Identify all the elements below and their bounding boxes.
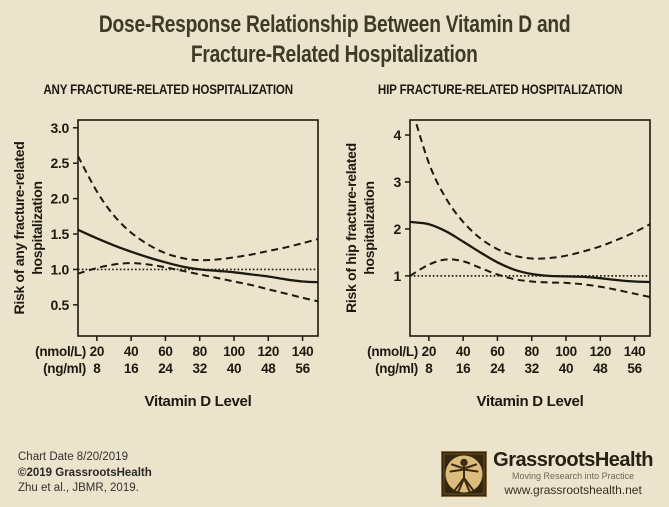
y-axis-title-line2: hospitalization: [361, 181, 377, 275]
x-tick-label-ng: 32: [192, 361, 206, 376]
y-tick-label: 0.5: [50, 297, 69, 313]
plot-border: [76, 119, 319, 337]
series-lower_ci: [409, 258, 650, 298]
x-tick-label-ng: 32: [524, 361, 538, 376]
chart-title-any-fracture: ANY FRACTURE-RELATED HOSPITALIZATION: [43, 82, 294, 97]
plot-border: [408, 119, 651, 337]
brand-url: www.grassrootshealth.net: [504, 483, 642, 497]
footer-credits: Chart Date 8/20/2019 ©2019 GrassrootsHea…: [18, 450, 152, 497]
chart-date: Chart Date 8/20/2019: [18, 451, 128, 464]
x-tick-label-nmol: 100: [555, 344, 577, 359]
footer: Chart Date 8/20/2019 ©2019 GrassrootsHea…: [0, 450, 669, 507]
x-tick-label-ng: 8: [425, 361, 433, 376]
x-tick-label-nmol: 40: [455, 344, 469, 359]
chart-svg-0: 0.5 1.0 1.5 2.0 2.5 3.0 20 8 40 16 60 24 80 32 100 40 12…: [11, 119, 319, 410]
x-tick-label-nmol: 60: [158, 344, 172, 359]
brand-text: GrassrootsHealth Moving Research into Pr…: [493, 450, 653, 497]
vitruvian-man-icon: [441, 450, 488, 497]
x-tick-label-ng: 40: [226, 361, 240, 376]
x-unit-ng: (ng/ml): [43, 361, 86, 376]
page-title: Dose-Response Relationship Between Vitam…: [0, 0, 669, 70]
panel-any-fracture: ANY FRACTURE-RELATED HOSPITALIZATION 0.5…: [6, 82, 332, 414]
y-tick-label: 2.0: [50, 191, 69, 207]
y-tick-label: 1.0: [50, 261, 69, 277]
x-tick-label-nmol: 40: [123, 344, 137, 359]
page-title-line1: Dose-Response Relationship Between Vitam…: [98, 11, 571, 38]
y-axis-title-line1: Risk of any fracture-related: [11, 142, 27, 315]
x-tick-label-nmol: 20: [89, 344, 103, 359]
brand-lockup: GrassrootsHealth Moving Research into Pr…: [441, 450, 653, 497]
x-tick-label-ng: 56: [295, 361, 310, 376]
x-tick-label-nmol: 120: [257, 344, 279, 359]
x-tick-label-nmol: 100: [223, 344, 245, 359]
x-unit-nmol: (nmol/L): [367, 344, 418, 359]
x-tick-label-ng: 48: [261, 361, 276, 376]
charts-row: ANY FRACTURE-RELATED HOSPITALIZATION 0.5…: [0, 82, 669, 414]
series-upper_ci: [413, 120, 650, 260]
x-tick-label-ng: 24: [158, 361, 173, 376]
x-unit-nmol: (nmol/L): [35, 344, 86, 359]
y-axis-title-line2: hospitalization: [29, 181, 45, 275]
x-tick-label-nmol: 140: [623, 344, 645, 359]
chart-hip-fracture: 1 2 3 4 20 8 40 16 60 24 80 32 100 40 120 48 140 56 (nmol/…: [338, 108, 664, 414]
chart-svg-1: 1 2 3 4 20 8 40 16 60 24 80 32 100 40 120 48 140 56 (nmol/…: [343, 119, 651, 410]
y-tick-label: 2: [393, 221, 401, 237]
x-tick-label-nmol: 140: [291, 344, 313, 359]
series-group: [77, 155, 318, 303]
x-tick-label-ng: 48: [593, 361, 608, 376]
y-tick-label: 1: [393, 268, 401, 284]
series-estimate: [409, 220, 650, 284]
y-tick-label: 4: [393, 127, 401, 143]
brand-tagline: Moving Research into Practice: [512, 471, 635, 481]
x-axis-title: Vitamin D Level: [476, 393, 583, 410]
page-title-line2: Fracture-Related Hospitalization: [191, 41, 478, 68]
panel-hip-fracture: HIP FRACTURE-RELATED HOSPITALIZATION 1 2 3…: [338, 82, 664, 414]
x-tick-label-ng: 40: [558, 361, 572, 376]
x-tick-label-ng: 8: [93, 361, 101, 376]
series-group: [409, 120, 650, 298]
x-tick-label-nmol: 80: [524, 344, 538, 359]
citation: Zhu et al., JBMR, 2019.: [18, 482, 139, 495]
x-tick-label-nmol: 60: [490, 344, 504, 359]
y-tick-label: 3: [393, 174, 401, 190]
x-tick-label-nmol: 20: [421, 344, 435, 359]
y-tick-label: 3.0: [50, 120, 69, 136]
y-tick-label: 1.5: [50, 226, 69, 242]
chart-any-fracture: 0.5 1.0 1.5 2.0 2.5 3.0 20 8 40 16 60 24 80 32 100 40 12…: [6, 108, 332, 414]
x-tick-label-ng: 56: [627, 361, 642, 376]
x-axis-title: Vitamin D Level: [144, 393, 251, 410]
copyright: ©2019 GrassrootsHealth: [18, 466, 152, 479]
x-tick-label-ng: 16: [123, 361, 138, 376]
x-tick-label-ng: 24: [490, 361, 505, 376]
y-axis-title-line1: Risk of hip fracture-related: [343, 143, 359, 313]
x-unit-ng: (ng/ml): [375, 361, 418, 376]
series-estimate: [77, 228, 318, 284]
x-tick-label-nmol: 120: [589, 344, 611, 359]
chart-title-hip-fracture: HIP FRACTURE-RELATED HOSPITALIZATION: [378, 82, 623, 97]
y-tick-label: 2.5: [50, 155, 69, 171]
x-tick-label-nmol: 80: [192, 344, 206, 359]
x-tick-label-ng: 16: [455, 361, 470, 376]
brand-name: GrassrootsHealth: [493, 449, 653, 471]
